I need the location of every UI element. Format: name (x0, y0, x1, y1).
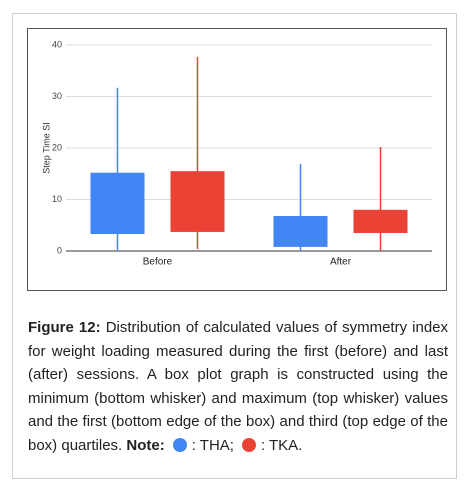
y-tick-label: 30 (52, 91, 62, 101)
box (273, 215, 328, 247)
legend-swatch (241, 437, 256, 452)
box (170, 171, 225, 232)
figure-frame (12, 13, 457, 479)
y-axis-label: Step Time SI (41, 122, 51, 174)
caption-label: Figure 12: (28, 319, 101, 336)
note-label: Note: (126, 436, 165, 454)
chart-frame (27, 28, 447, 291)
caption-text: Distribution of calculated values of sym… (28, 319, 449, 454)
y-tick-label: 40 (52, 39, 62, 49)
legend-label: : THA; (191, 436, 234, 454)
box (353, 209, 408, 233)
legend-label: : TKA. (260, 436, 303, 454)
chart: 0 10 20 30 40 Step Time SI Before After (41, 39, 432, 268)
x-tick-label: Before (143, 257, 173, 268)
x-tick-label: After (330, 257, 352, 268)
box (90, 172, 145, 235)
y-tick-label: 0 (57, 245, 62, 255)
legend-swatch (172, 437, 187, 452)
y-tick-label: 10 (52, 194, 62, 204)
caption: Figure 12: Distribution of calculated va… (28, 316, 448, 457)
y-tick-label: 20 (52, 142, 62, 152)
